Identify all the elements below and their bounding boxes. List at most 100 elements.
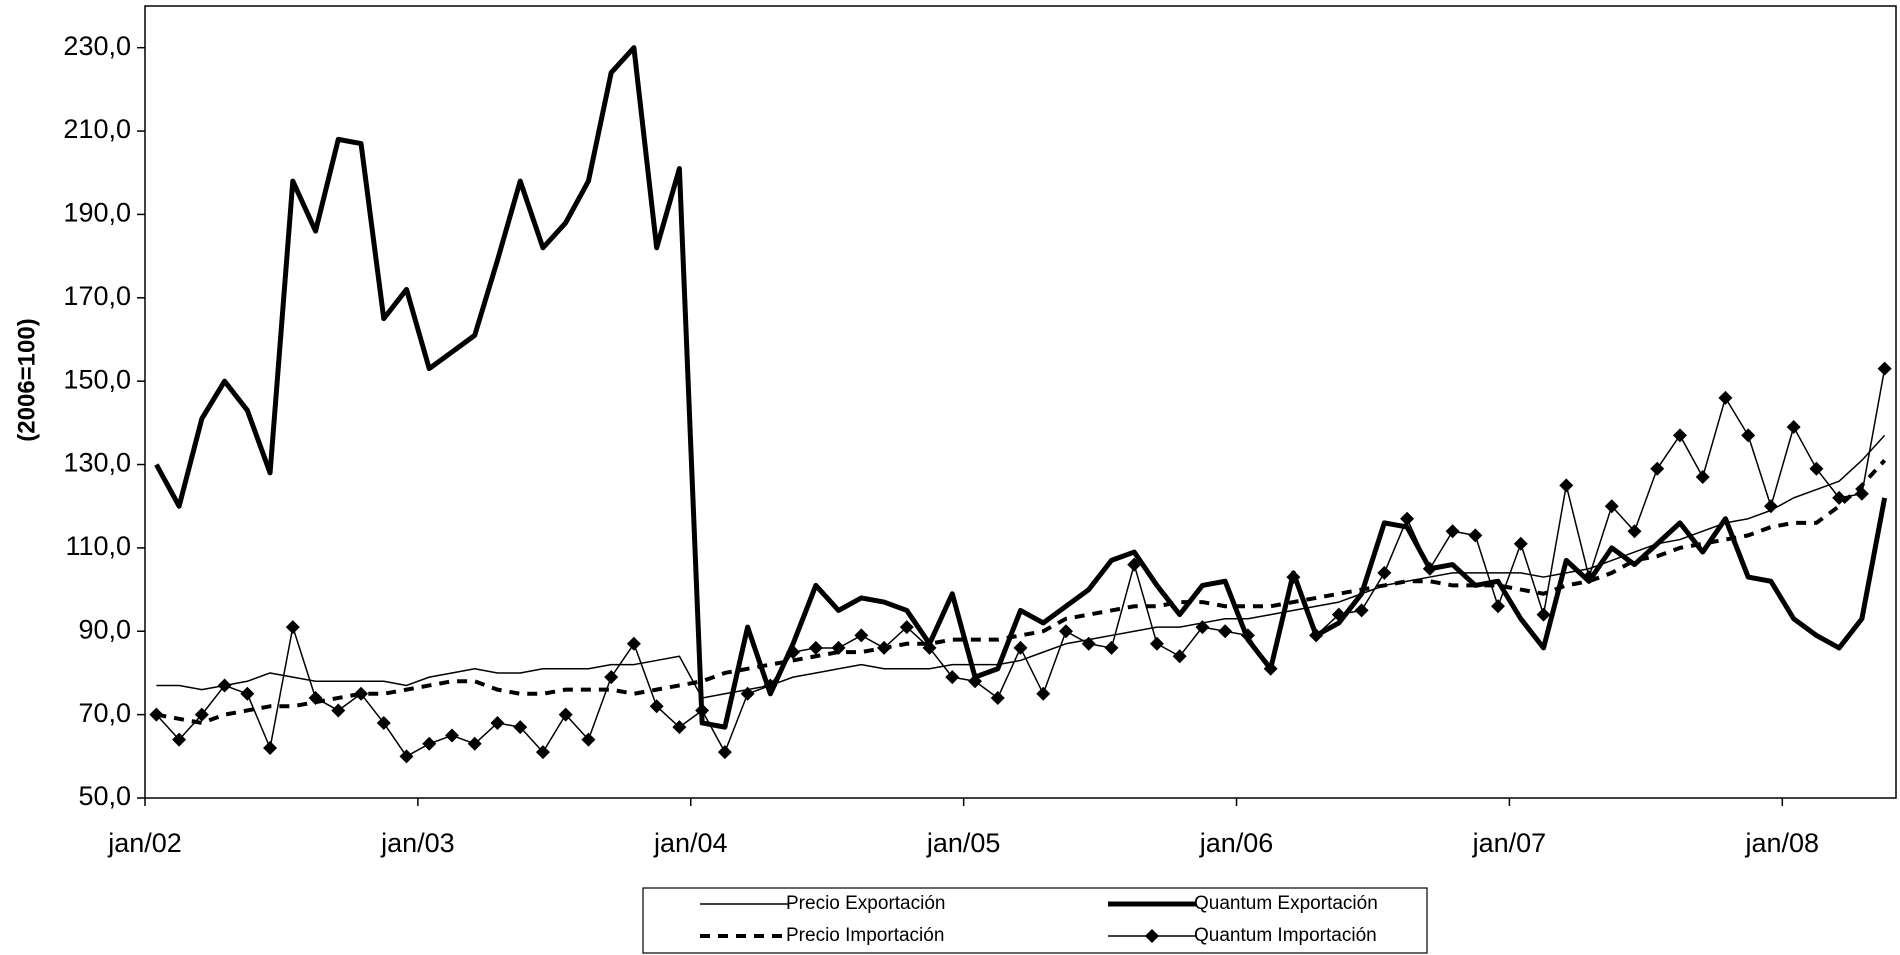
- series-marker: [194, 707, 209, 722]
- series-marker: [740, 686, 755, 701]
- series-line: [154, 45, 1888, 730]
- legend: [642, 887, 1428, 954]
- series-marker: [786, 645, 801, 660]
- series-marker: [808, 640, 823, 655]
- y-tick-label: 50,0: [78, 781, 131, 811]
- series-marker: [1741, 428, 1756, 443]
- series-marker: [1468, 528, 1483, 543]
- series-marker: [1604, 499, 1619, 514]
- series-marker: [1559, 478, 1574, 493]
- y-axis-title: (2006=100): [13, 318, 40, 441]
- legend-label: Quantum Exportación: [1194, 893, 1378, 914]
- series-marker: [945, 670, 960, 685]
- y-tick-label: 130,0: [63, 448, 131, 478]
- plot-frame: [144, 5, 1897, 799]
- series-marker: [1377, 565, 1392, 580]
- series-marker: [1672, 428, 1687, 443]
- series-marker: [1650, 461, 1665, 476]
- x-tick-label: jan/08: [1745, 828, 1820, 858]
- series-marker: [717, 745, 732, 760]
- series-marker: [149, 707, 164, 722]
- series-marker: [1582, 570, 1597, 585]
- series-marker: [922, 640, 937, 655]
- series-marker: [1354, 603, 1369, 618]
- legend-label: Precio Exportación: [786, 893, 945, 914]
- series-marker: [1718, 390, 1733, 405]
- series-marker: [1081, 636, 1096, 651]
- series-line: [156, 459, 1887, 725]
- series-marker: [285, 620, 300, 635]
- series-marker: [513, 720, 528, 735]
- series-marker: [1809, 461, 1824, 476]
- series-marker: [763, 678, 778, 693]
- series-marker: [968, 674, 983, 689]
- series-marker: [1400, 511, 1415, 526]
- series-marker: [899, 620, 914, 635]
- series-marker: [1513, 536, 1528, 551]
- series-marker: [1695, 470, 1710, 485]
- x-tick-label: jan/03: [380, 828, 455, 858]
- series-marker: [1877, 361, 1892, 376]
- legend-label: Precio Importación: [786, 925, 944, 946]
- series-marker: [1058, 624, 1073, 639]
- series-marker: [172, 732, 187, 747]
- series-marker: [1309, 628, 1324, 643]
- series-marker: [308, 690, 323, 705]
- series-marker: [217, 678, 232, 693]
- y-tick-label: 70,0: [78, 698, 131, 728]
- series-marker: [399, 749, 414, 764]
- x-tick-label: jan/04: [653, 828, 728, 858]
- series-marker: [626, 636, 641, 651]
- series-marker: [1536, 607, 1551, 622]
- series-line: [155, 368, 1886, 758]
- series-marker: [1263, 661, 1278, 676]
- series-marker: [1127, 557, 1142, 572]
- series-marker: [1763, 499, 1778, 514]
- series-marker: [1832, 490, 1847, 505]
- x-tick-label: jan/02: [107, 828, 182, 858]
- series-marker: [581, 732, 596, 747]
- series-marker: [1013, 640, 1028, 655]
- series-marker: [490, 715, 505, 730]
- series-marker: [558, 707, 573, 722]
- series-marker: [604, 670, 619, 685]
- series-marker: [1286, 570, 1301, 585]
- x-tick-label: jan/05: [926, 828, 1001, 858]
- series-marker: [1195, 620, 1210, 635]
- series-marker: [1786, 420, 1801, 435]
- x-tick-label: jan/06: [1199, 828, 1274, 858]
- y-tick-label: 110,0: [65, 531, 131, 561]
- y-tick-label: 90,0: [78, 614, 131, 644]
- legend-marker: [1145, 929, 1159, 943]
- series-marker: [695, 703, 710, 718]
- series-marker: [649, 699, 664, 714]
- series-marker: [1331, 607, 1346, 622]
- series-marker: [1218, 624, 1233, 639]
- series-marker: [854, 628, 869, 643]
- series-marker: [422, 736, 437, 751]
- series-marker: [1036, 686, 1051, 701]
- series-marker: [1104, 640, 1119, 655]
- series-marker: [672, 720, 687, 735]
- series-marker: [535, 745, 550, 760]
- series-marker: [354, 686, 369, 701]
- y-tick-label: 230,0: [63, 31, 131, 61]
- series-marker: [376, 715, 391, 730]
- series-marker: [1445, 524, 1460, 539]
- series-marker: [467, 736, 482, 751]
- y-tick-label: 150,0: [63, 364, 131, 394]
- series-marker: [331, 703, 346, 718]
- series-marker: [831, 640, 846, 655]
- series-marker: [1422, 561, 1437, 576]
- y-tick-label: 210,0: [63, 114, 131, 144]
- series-marker: [877, 640, 892, 655]
- series-marker: [240, 686, 255, 701]
- x-tick-label: jan/07: [1472, 828, 1547, 858]
- series-marker: [990, 690, 1005, 705]
- series-marker: [1149, 636, 1164, 651]
- legend-label: Quantum Importación: [1194, 925, 1377, 946]
- series-marker: [444, 728, 459, 743]
- y-tick-label: 190,0: [63, 198, 131, 228]
